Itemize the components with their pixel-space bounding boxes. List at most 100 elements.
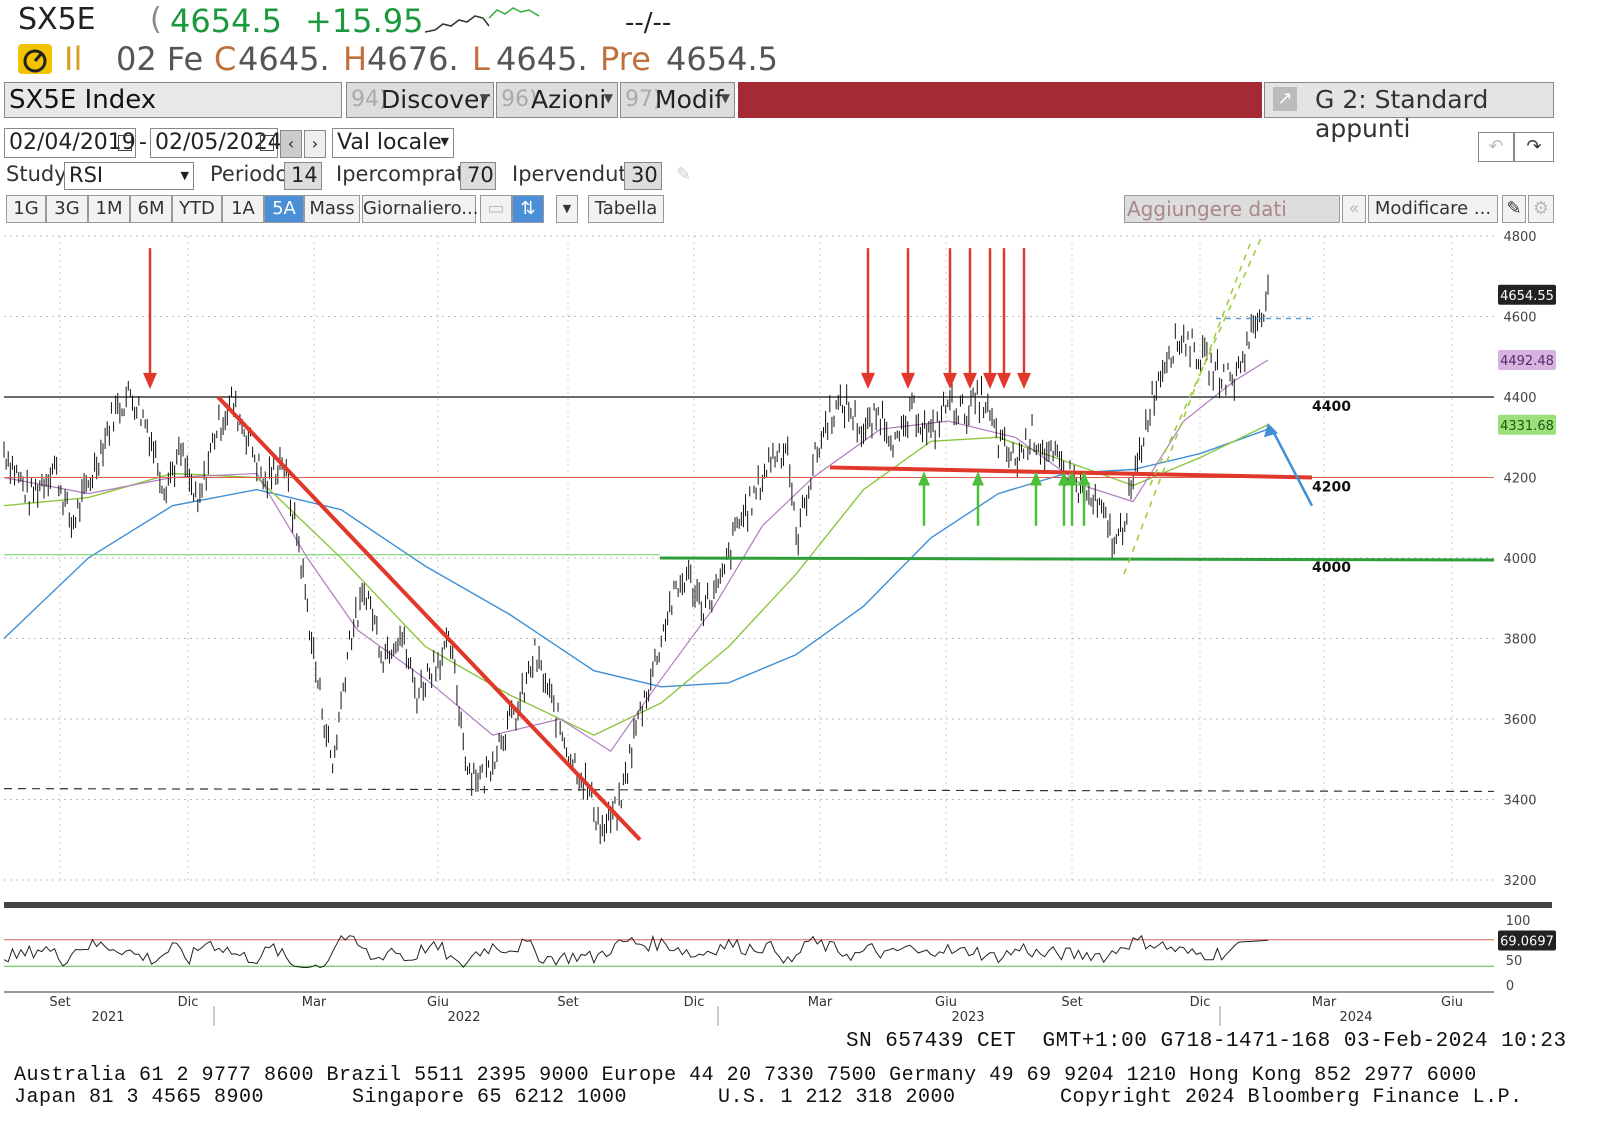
gear-icon[interactable]: ⚙ (1528, 195, 1554, 223)
currency-select[interactable]: Val locale ▼ (332, 128, 454, 158)
arrow-head (861, 372, 875, 389)
chart-type-icon[interactable]: ▭ (480, 195, 512, 223)
oversold-input-text: 30 (631, 163, 658, 187)
x-tick-label: Mar (1312, 995, 1337, 1010)
oversold-input[interactable]: 30 (624, 162, 662, 190)
last-price: 4654.5 (170, 2, 282, 40)
gauge-icon[interactable] (18, 44, 52, 74)
support-4000-line (659, 556, 1495, 562)
open-value: 4645. (238, 40, 330, 78)
rsi-tick-label: 50 (1506, 954, 1523, 969)
contacts-singapore: Singapore 65 6212 1000 (352, 1086, 628, 1109)
last-price-tag-bg (1498, 284, 1556, 305)
x-tick-label: Set (49, 995, 70, 1010)
external-link-icon: ↗ (1273, 87, 1297, 111)
time-placeholder: --/-- (625, 8, 672, 38)
date-separator: - (139, 130, 147, 155)
range-ytd[interactable]: YTD (172, 195, 222, 223)
modif-menu-num: 97) (625, 87, 662, 112)
x-tick-label: Set (557, 995, 578, 1010)
range-1g[interactable]: 1G (6, 195, 46, 223)
study-select[interactable]: RSI ▼ (64, 162, 194, 190)
modif-menu[interactable]: 97) Modif ▼ (620, 82, 735, 118)
ma-touch-arrow (1270, 428, 1314, 507)
azioni-menu-num: 96) (501, 87, 538, 112)
open-prefix: C (214, 40, 237, 78)
arrow-head (943, 372, 957, 389)
calendar-icon (260, 135, 274, 151)
range-mass[interactable]: Mass (304, 195, 360, 223)
arrow-head (1078, 471, 1090, 486)
next-period-button[interactable]: › (304, 130, 326, 158)
arrow-head (1017, 372, 1031, 389)
period-label: Periodo (210, 162, 289, 186)
range-5a[interactable]: 5A (264, 195, 304, 223)
copyright: Copyright 2024 Bloomberg Finance L.P. (1060, 1086, 1523, 1109)
range-1a[interactable]: 1A (222, 195, 264, 223)
start-date-input[interactable]: 02/04/2019 (4, 128, 136, 158)
arrow-head (972, 471, 984, 486)
study-label: Study (6, 162, 67, 186)
frequency-select[interactable]: Giornaliero... (362, 195, 478, 223)
session-info: SN 657439 CET GMT+1:00 G718-1471-168 03-… (846, 1030, 1567, 1053)
discover-menu-label: Discover (381, 85, 490, 114)
level-4200-line (829, 465, 1313, 480)
y-tick-label: 4400 (1503, 391, 1536, 406)
range-3g[interactable]: 3G (46, 195, 88, 223)
overbought-input[interactable]: 70 (460, 162, 496, 190)
collapse-icon[interactable]: « (1342, 195, 1366, 223)
rsi-line (3, 934, 1269, 969)
y-tick-label: 3600 (1503, 713, 1536, 728)
chevron-down-icon: ▼ (180, 169, 189, 182)
price-chart: 3200 3400 3600 3800 4000 4200 4400 4600 4800 4400… (3, 230, 1556, 1026)
add-data-input[interactable]: Aggiungere dati (1124, 195, 1340, 223)
quote-date: 02 Fe (116, 40, 204, 78)
azioni-menu[interactable]: 96) Azioni ▼ (496, 82, 618, 118)
panel-separator (4, 902, 1552, 908)
channel-line (1123, 243, 1251, 575)
contacts-line-1: Australia 61 2 9777 8600 Brazil 5511 239… (14, 1064, 1477, 1087)
period-input[interactable]: 14 (284, 162, 322, 190)
y-tick-label: 3200 (1503, 874, 1536, 889)
period-input-text: 14 (291, 163, 318, 187)
undo-button[interactable]: ↶ (1478, 132, 1514, 162)
arrow-head (1058, 471, 1070, 486)
x-year-label: 2021 (91, 1010, 124, 1025)
chart-type-dropdown[interactable]: ▼ (556, 195, 578, 223)
template-selector[interactable]: ↗ G 2: Standard appunti (1264, 82, 1554, 143)
notes-icon[interactable]: ✎ (1502, 195, 1526, 223)
discover-menu-num: 94) (351, 87, 388, 112)
azioni-menu-label: Azioni (531, 85, 607, 114)
candle-type-icon[interactable]: ⇅ (512, 195, 544, 223)
y-tick-label: 4200 (1503, 472, 1536, 487)
overbought-label: Ipercomprato (336, 162, 478, 186)
x-tick-label: Dic (178, 995, 199, 1010)
price-change: +15.95 (305, 2, 424, 40)
modify-button[interactable]: Modificare ... (1368, 195, 1498, 223)
low-value: 4645. (496, 40, 588, 78)
chevron-down-icon: ▼ (720, 91, 730, 105)
x-tick-label: Giu (935, 995, 957, 1010)
arrow-head (1066, 471, 1078, 486)
range-6m[interactable]: 6M (130, 195, 172, 223)
redo-button[interactable]: ↷ (1514, 132, 1554, 162)
arrow-head (983, 372, 997, 389)
contacts-us: U.S. 1 212 318 2000 (718, 1086, 956, 1109)
discover-menu[interactable]: 94) Discover ▼ (346, 82, 494, 118)
contacts-japan: Japan 81 3 4565 8900 (14, 1086, 265, 1109)
pencil-icon[interactable]: ✎ (676, 164, 692, 185)
prev-prefix: Pre (600, 40, 651, 78)
table-button[interactable]: Tabella (588, 195, 664, 223)
x-tick-label: Dic (1190, 995, 1211, 1010)
study-select-text: RSI (69, 163, 104, 187)
arrow-head (918, 471, 930, 486)
rsi-tick-label: 100 (1506, 914, 1531, 929)
chevron-down-icon: ▼ (479, 91, 489, 105)
prev-period-button[interactable]: ‹ (280, 130, 302, 158)
x-tick-label: Set (1061, 995, 1082, 1010)
arrow-head (901, 372, 915, 389)
security-field[interactable]: SX5E Index (4, 82, 342, 118)
range-1m[interactable]: 1M (88, 195, 130, 223)
end-date-input[interactable]: 02/05/2024 (150, 128, 282, 158)
template-label: G 2: Standard appunti (1315, 85, 1489, 143)
